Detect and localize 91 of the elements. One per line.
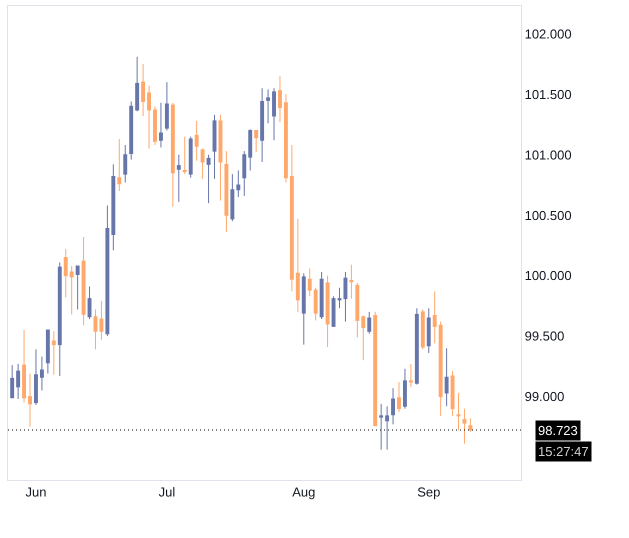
candlestick	[230, 174, 234, 222]
candlestick	[367, 311, 372, 334]
y-tick-label: 99.500	[524, 328, 564, 344]
candlestick	[314, 287, 318, 321]
candlestick	[147, 85, 151, 150]
candlestick	[278, 76, 282, 123]
candlestick	[373, 311, 378, 426]
candlestick	[123, 144, 128, 184]
text: 15:27:47	[538, 444, 589, 459]
candlestick	[141, 64, 146, 117]
candlestick	[260, 88, 264, 162]
candlestick	[82, 236, 86, 326]
y-tick-label: 100.500	[524, 208, 572, 223]
candlestick	[402, 368, 407, 410]
candlestick	[302, 272, 306, 346]
candlestick	[111, 164, 116, 251]
candlestick	[94, 309, 98, 350]
candlestick	[16, 363, 20, 400]
candlestick	[22, 330, 26, 404]
candlestick	[153, 106, 157, 146]
candlestick	[218, 114, 222, 202]
candlestick	[224, 150, 228, 233]
candlestick	[426, 308, 431, 354]
candlestick	[182, 136, 187, 175]
x-tick-label: Jul	[158, 484, 176, 500]
candlestick	[105, 205, 110, 337]
candlestick	[379, 403, 384, 450]
candlestick	[28, 373, 32, 428]
candlestick	[70, 265, 74, 315]
candlestick	[117, 138, 122, 192]
candlestick	[450, 370, 455, 416]
candlestick	[40, 356, 44, 392]
candlestick	[326, 275, 330, 348]
candlestick	[46, 330, 50, 374]
candlestick	[212, 114, 216, 180]
y-tick-label: 99.000	[524, 389, 564, 404]
candlestick	[338, 287, 342, 309]
candlestick	[468, 418, 472, 432]
y-tick-label: 102.000	[524, 26, 572, 42]
x-tick-label: Sep	[417, 484, 440, 500]
candlestick	[432, 290, 437, 344]
candlestick	[164, 82, 169, 132]
candlestick	[99, 300, 104, 340]
candlestick	[444, 348, 449, 407]
candlestick	[34, 348, 38, 406]
candlestick	[200, 148, 205, 180]
candlestick	[397, 382, 401, 413]
y-tick-label: 100.000	[524, 268, 572, 284]
candlestick	[236, 170, 240, 198]
y-tick-label: 101.500	[524, 86, 572, 102]
candlestick	[420, 309, 425, 350]
candlestick	[308, 268, 312, 297]
candlestick	[248, 128, 252, 171]
candlestick	[355, 282, 360, 338]
candlestick	[254, 130, 258, 153]
candlestick	[391, 388, 396, 425]
candlestick	[242, 150, 246, 196]
candlestick	[206, 154, 211, 204]
candlestick	[332, 296, 336, 327]
candlestick	[158, 102, 163, 148]
x-tick-label: Jun	[25, 484, 46, 500]
candlestick	[135, 56, 140, 112]
candlestick	[129, 101, 134, 160]
candlestick	[385, 406, 390, 450]
candlestick	[88, 286, 92, 320]
ref-line-label: 98.723	[538, 423, 578, 438]
candlestick	[456, 392, 460, 431]
candlestick	[64, 248, 68, 298]
candlestick	[408, 363, 413, 388]
candlestick	[170, 102, 175, 208]
candlestick	[176, 154, 181, 202]
x-tick-label: Aug	[292, 484, 316, 500]
candlestick	[343, 272, 348, 322]
y-tick-label: 101.000	[524, 147, 572, 162]
candlestick	[438, 321, 443, 416]
candlestick	[188, 136, 193, 178]
candlestick	[349, 264, 354, 300]
candlestick	[462, 408, 466, 444]
candlestick	[58, 262, 62, 377]
candlestick	[52, 330, 56, 376]
candlestick	[266, 88, 270, 124]
candlestick	[320, 272, 324, 320]
candlestick	[414, 308, 419, 385]
candlestick	[296, 218, 300, 312]
candlestick	[194, 120, 199, 162]
candlestick	[290, 144, 294, 292]
candlestick	[76, 265, 80, 310]
candlestick	[284, 94, 288, 184]
candlestick	[272, 88, 276, 141]
candlestick	[10, 364, 14, 398]
candlestick	[361, 315, 366, 361]
